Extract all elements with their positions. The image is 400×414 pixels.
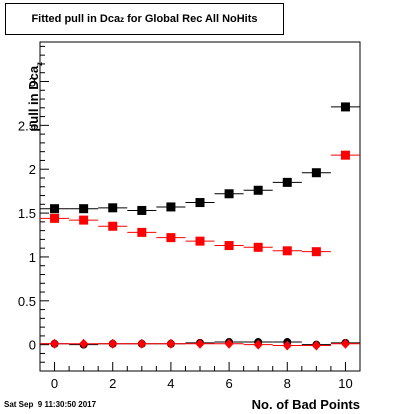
series-1-point bbox=[253, 242, 263, 252]
series-0-point bbox=[50, 204, 60, 214]
series-0-point bbox=[137, 205, 147, 215]
series-4-point bbox=[224, 338, 234, 349]
series-0-point bbox=[195, 198, 205, 208]
series-1-point bbox=[282, 246, 292, 256]
series-0-point bbox=[340, 102, 350, 112]
title-prefix: Fitted pull in Dca bbox=[31, 13, 121, 25]
title-subscript: z bbox=[120, 14, 125, 24]
series-4-point bbox=[166, 338, 176, 349]
series-0-point bbox=[166, 202, 176, 212]
series-1-point bbox=[108, 221, 118, 231]
y-tick-label: 2.5 bbox=[18, 118, 36, 133]
series-4-point bbox=[311, 340, 321, 351]
series-1-point bbox=[137, 227, 147, 237]
y-tick-label: 1 bbox=[29, 250, 36, 265]
x-tick-label: 10 bbox=[338, 376, 352, 391]
series-4-point bbox=[79, 338, 89, 349]
y-axis-label-text: pull in Dca bbox=[26, 65, 42, 132]
chart-title: Fitted pull in Dca z for Global Rec All N… bbox=[5, 3, 284, 35]
y-tick-label: 0 bbox=[29, 338, 36, 353]
y-tick-label: 1.5 bbox=[18, 206, 36, 221]
series-4-point bbox=[282, 340, 292, 351]
title-suffix: for Global Rec All NoHits bbox=[124, 13, 258, 25]
series-0-point bbox=[79, 204, 89, 214]
series-4-point bbox=[108, 338, 118, 349]
series-0-point bbox=[108, 203, 118, 213]
series-1-point bbox=[50, 213, 60, 223]
series-2-point bbox=[340, 150, 350, 160]
series-4-point bbox=[137, 338, 147, 349]
x-tick-label: 8 bbox=[284, 376, 291, 391]
series-1-point bbox=[311, 247, 321, 257]
y-axis-label: pull in Dcaz bbox=[26, 42, 44, 152]
series-0-point bbox=[282, 177, 292, 187]
x-tick-label: 4 bbox=[167, 376, 174, 391]
series-1-point bbox=[166, 233, 176, 243]
y-axis-label-subscript: z bbox=[34, 61, 44, 66]
series-4-point bbox=[340, 338, 350, 349]
series-0-point bbox=[253, 185, 263, 195]
series-1-point bbox=[224, 241, 234, 251]
timestamp: Sat Sep 9 11:30:50 2017 bbox=[4, 400, 97, 409]
x-tick-label: 0 bbox=[51, 376, 58, 391]
series-1-point bbox=[79, 215, 89, 225]
x-tick-label: 6 bbox=[225, 376, 232, 391]
x-tick-label: 2 bbox=[109, 376, 116, 391]
series-4-point bbox=[50, 338, 60, 349]
series-0-point bbox=[224, 189, 234, 199]
y-tick-label: 0.5 bbox=[18, 294, 36, 309]
series-4-point bbox=[195, 338, 205, 349]
x-axis-label: No. of Bad Points bbox=[251, 397, 360, 412]
series-0-point bbox=[311, 168, 321, 178]
y-tick-label: 2 bbox=[29, 162, 36, 177]
series-4-point bbox=[253, 339, 263, 350]
y-tick-label: 3 bbox=[29, 74, 36, 89]
series-1-point bbox=[195, 236, 205, 246]
